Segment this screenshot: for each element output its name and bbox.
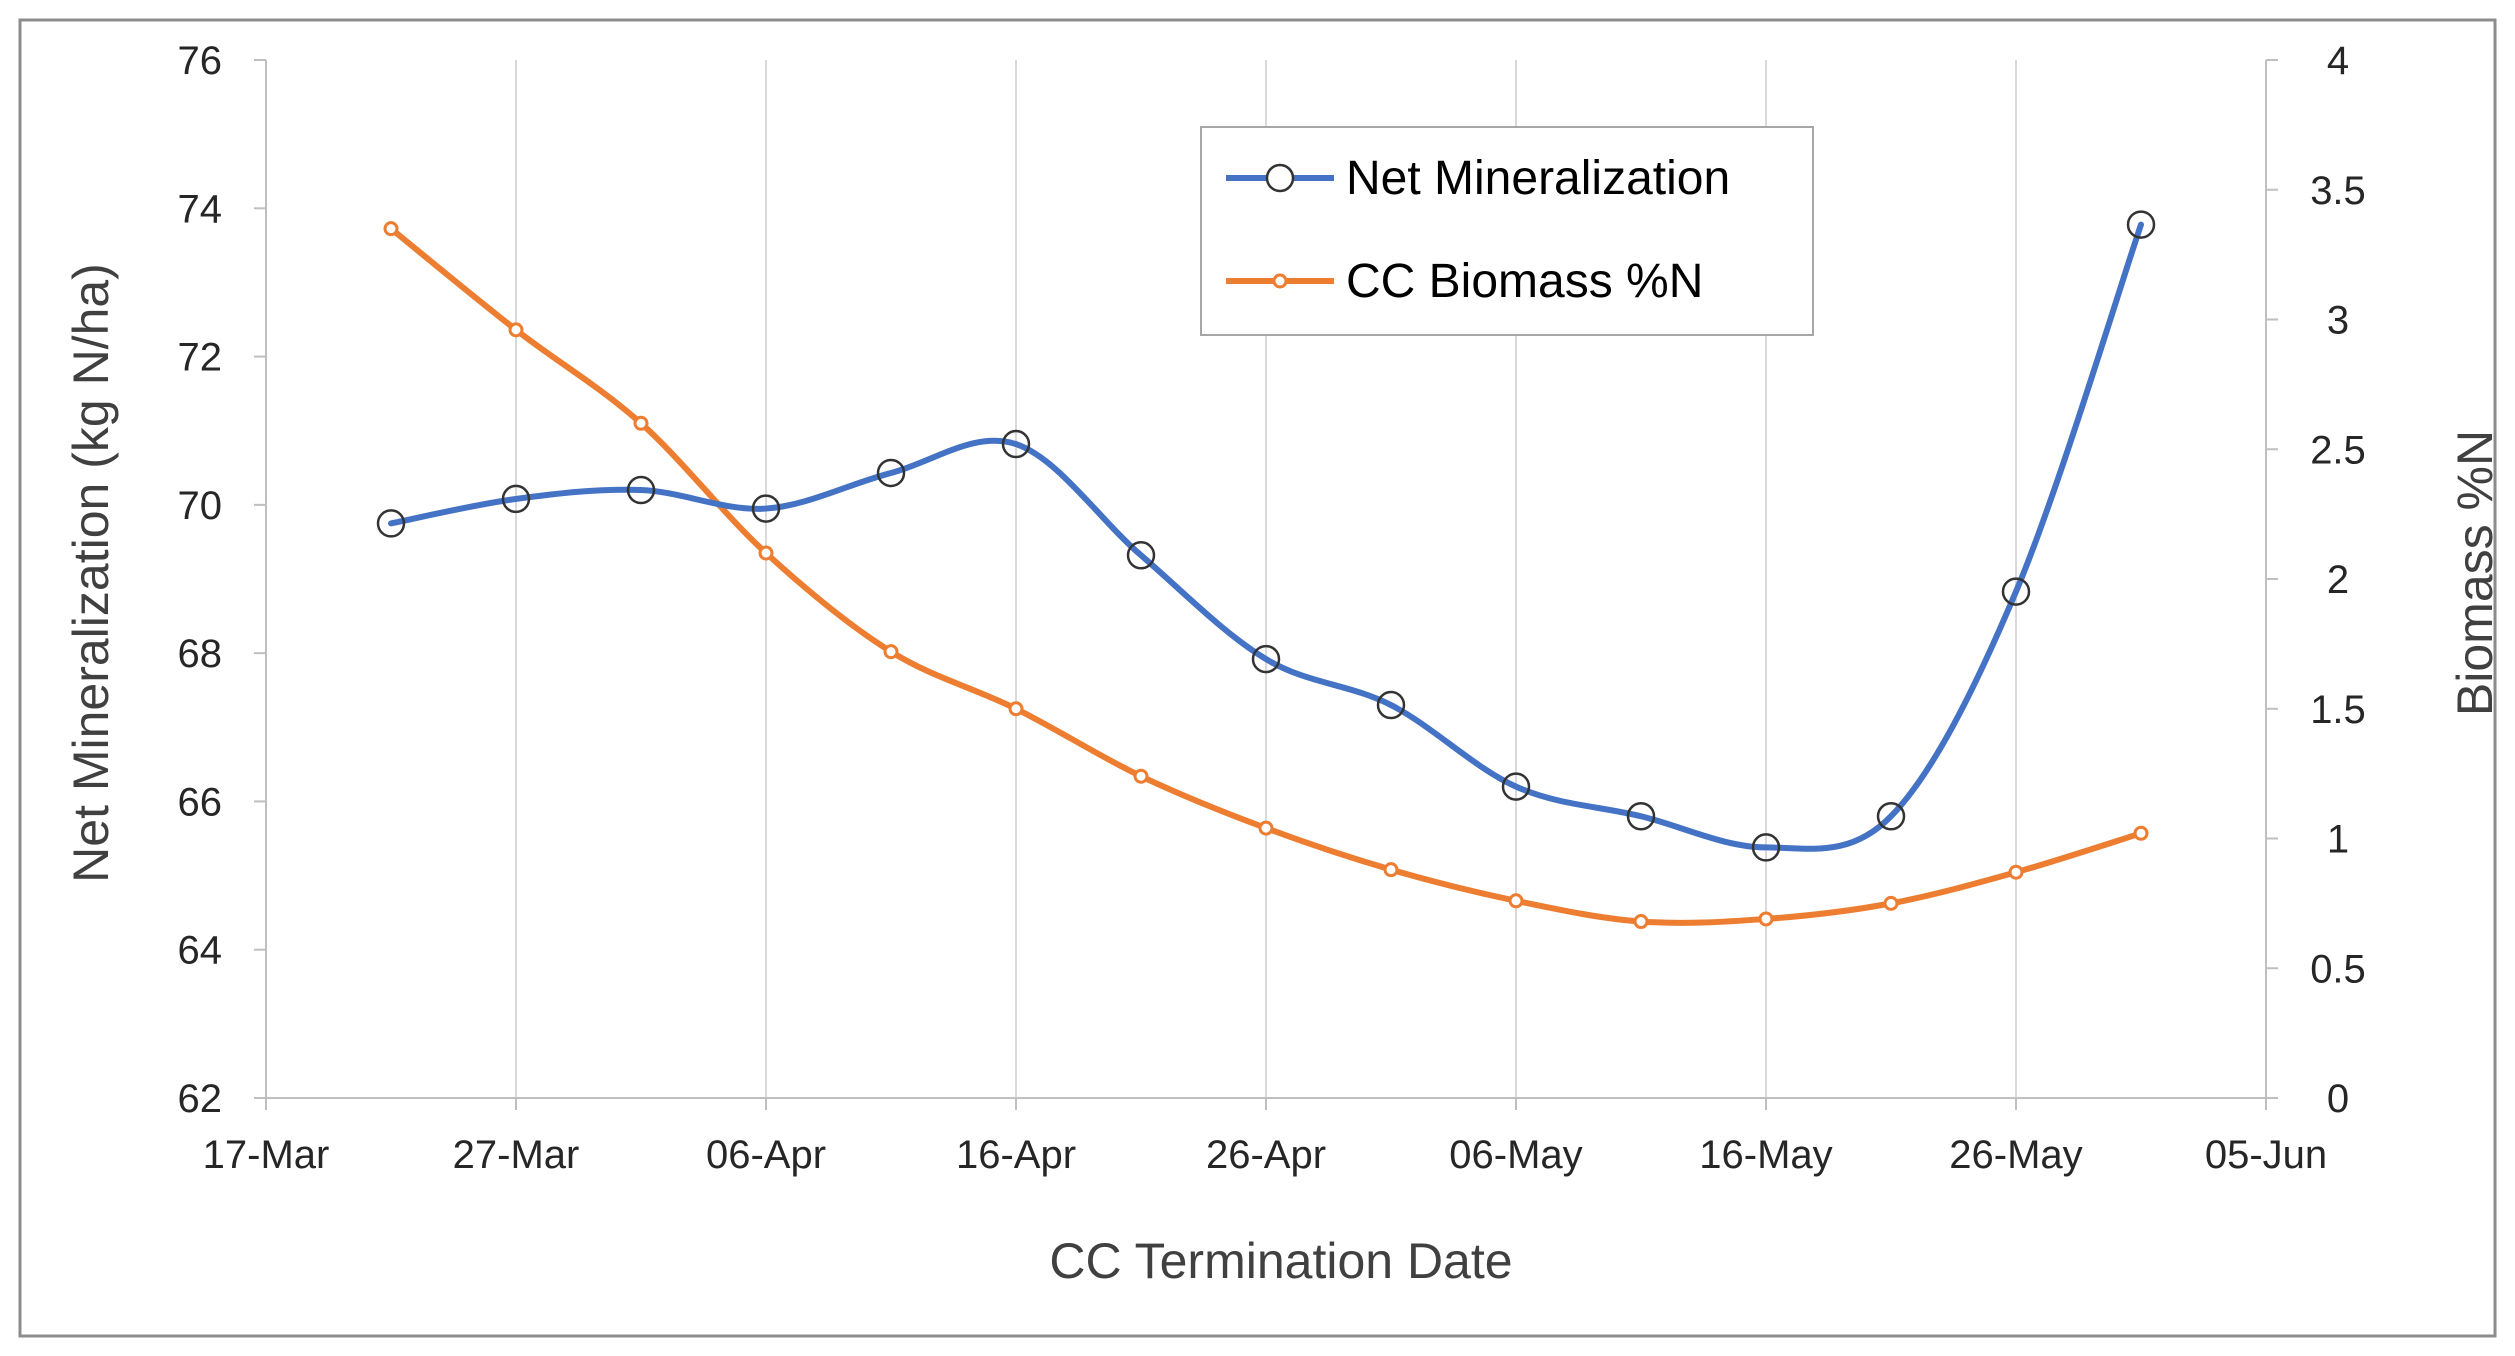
y-tick-label: 76	[178, 39, 223, 83]
y2-tick-label: 1.5	[2310, 688, 2366, 732]
y2-tick-label: 2.5	[2310, 428, 2366, 472]
y2-tick-label: 2	[2327, 558, 2349, 602]
y-tick-label: 66	[178, 780, 223, 824]
data-point-net-mineralization	[376, 509, 406, 538]
data-point-cc-biomass-n	[1883, 895, 1899, 911]
x-tick-label: 06-Apr	[706, 1133, 826, 1177]
legend-label-cc-biomass: CC Biomass %N	[1346, 255, 1703, 308]
y2-tick-label: 0	[2327, 1077, 2349, 1121]
data-point-net-mineralization	[1626, 802, 1656, 831]
legend-box	[1200, 126, 1814, 336]
data-point-cc-biomass-n	[1383, 862, 1399, 878]
legend-label-net-mineralization: Net Mineralization	[1346, 152, 1730, 205]
y2-tick-label: 3.5	[2310, 169, 2366, 213]
data-point-cc-biomass-n	[1258, 820, 1274, 836]
x-tick-label: 16-Apr	[956, 1133, 1076, 1177]
data-point-net-mineralization	[1126, 541, 1156, 570]
y2-axis-title: Biomass %N	[2447, 430, 2503, 716]
y2-tick-label: 3	[2327, 299, 2349, 343]
y-tick-label: 68	[178, 632, 223, 676]
data-point-cc-biomass-n	[883, 644, 899, 660]
x-tick-label: 27-Mar	[453, 1133, 580, 1177]
data-point-net-mineralization	[1876, 802, 1906, 831]
y-tick-label: 72	[178, 336, 223, 380]
data-point-net-mineralization	[751, 494, 781, 523]
data-point-cc-biomass-n	[758, 545, 774, 561]
x-tick-label: 06-May	[1449, 1133, 1582, 1177]
series-line-net-mineralization	[388, 221, 2144, 852]
y-tick-label: 62	[178, 1077, 223, 1121]
y2-tick-label: 4	[2327, 39, 2349, 83]
y-axis-title: Net Mineralization (kg N/ha)	[63, 263, 119, 883]
series	[376, 210, 2156, 930]
data-point-cc-biomass-n	[1758, 911, 1774, 927]
tick-labels: 17-Mar 27-Mar 06-Apr 16-Apr 26-Apr 06-May 16-M…	[178, 39, 2366, 1177]
legend: Net Mineralization CC Biomass %N	[1200, 126, 1814, 336]
x-tick-label: 26-May	[1949, 1133, 2082, 1177]
x-tick-label: 17-Mar	[203, 1133, 330, 1177]
y-tick-label: 64	[178, 929, 223, 973]
y-tick-label: 74	[178, 187, 223, 231]
data-point-net-mineralization	[2001, 577, 2031, 606]
data-point-net-mineralization	[876, 458, 906, 488]
y2-tick-label: 1	[2327, 818, 2349, 862]
data-point-net-mineralization	[1251, 644, 1281, 674]
x-tick-label: 16-May	[1699, 1133, 1832, 1177]
data-point-cc-biomass-n	[1133, 768, 1149, 784]
y-tick-label: 70	[178, 484, 223, 528]
data-point-net-mineralization	[1501, 772, 1531, 801]
data-point-net-mineralization	[626, 475, 656, 505]
data-point-cc-biomass-n	[2008, 864, 2024, 880]
x-axis-title: CC Termination Date	[1049, 1233, 1512, 1289]
data-point-net-mineralization	[2126, 210, 2156, 239]
x-tick-label: 26-Apr	[1206, 1133, 1326, 1177]
axes	[254, 59, 2278, 1110]
legend-marker-net-mineralization	[1265, 163, 1295, 193]
data-point-net-mineralization	[501, 484, 531, 514]
series-line-cc-biomass-n	[388, 225, 2144, 926]
data-point-cc-biomass-n	[633, 415, 649, 431]
data-point-cc-biomass-n	[1633, 914, 1649, 930]
y2-tick-label: 0.5	[2310, 947, 2366, 991]
data-point-net-mineralization	[1751, 833, 1781, 862]
data-point-net-mineralization	[1376, 690, 1406, 720]
data-point-cc-biomass-n	[383, 221, 399, 237]
x-tick-label: 05-Jun	[2205, 1133, 2327, 1177]
data-point-cc-biomass-n	[508, 322, 524, 338]
data-point-net-mineralization	[1001, 429, 1031, 459]
data-point-cc-biomass-n	[1508, 893, 1524, 909]
data-point-cc-biomass-n	[1008, 701, 1024, 717]
legend-marker-cc-biomass	[1272, 273, 1288, 289]
data-point-cc-biomass-n	[2133, 825, 2149, 841]
